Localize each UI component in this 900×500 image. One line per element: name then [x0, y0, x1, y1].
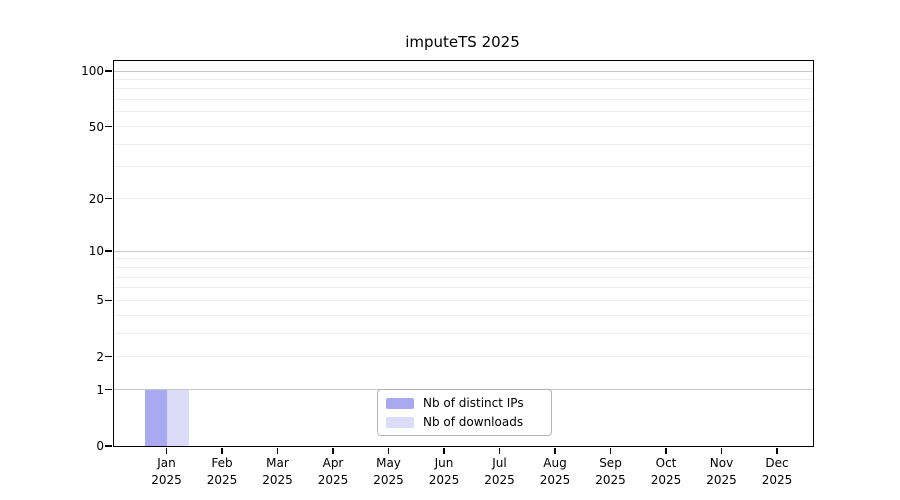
minor-gridline-9	[114, 258, 813, 260]
x-tick-year: 2025	[539, 473, 571, 487]
x-tick-label-jul: Jul 2025	[468, 455, 532, 489]
minor-gridline-7	[114, 276, 813, 278]
y-tick-100	[105, 70, 112, 72]
minor-gridline-2	[114, 356, 813, 358]
x-tick-label-jun: Jun 2025	[412, 455, 476, 489]
bar-distinct-ips-jan	[144, 389, 167, 446]
y-tick-label-0: 0	[96, 439, 104, 453]
x-tick-month: Aug	[543, 456, 567, 470]
x-tick-month: Dec	[765, 456, 789, 470]
x-tick-sep	[609, 447, 612, 454]
y-tick-label-50: 50	[88, 119, 104, 134]
x-tick-year: 2025	[706, 473, 737, 487]
x-tick-jul	[498, 447, 501, 454]
minor-gridline-8	[114, 266, 813, 268]
y-tick-10	[105, 250, 112, 252]
minor-gridline-80	[114, 88, 813, 90]
x-tick-label-aug: Aug 2025	[523, 455, 587, 489]
y-tick-20	[105, 197, 112, 200]
chart-title: imputeTS 2025	[405, 33, 520, 51]
x-tick-label-jan: Jan 2025	[135, 455, 199, 489]
x-tick-label-oct: Oct 2025	[634, 455, 698, 489]
y-tick-label-1: 1	[96, 382, 104, 397]
x-tick-label-apr: Apr 2025	[301, 455, 365, 489]
y-tick-2	[105, 355, 112, 358]
x-tick-year: 2025	[761, 473, 793, 487]
legend-swatch-downloads	[386, 416, 414, 428]
x-tick-year: 2025	[317, 473, 349, 487]
y-tick-0	[105, 445, 112, 447]
plot-area: 100 50 20 10 5 2 1 0 Jan 2025 Feb 2025 Mar 2025 Apr 202…	[81, 60, 814, 487]
x-tick-year: 2025	[650, 473, 682, 487]
bar-downloads-jan	[166, 389, 189, 446]
minor-gridline-6	[114, 287, 813, 289]
x-tick-may	[387, 447, 390, 454]
x-tick-year: 2025	[373, 473, 404, 487]
x-tick-mar	[276, 447, 279, 454]
x-tick-jan	[165, 447, 168, 454]
minor-gridline-40	[114, 143, 813, 145]
x-tick-label-sep: Sep 2025	[579, 455, 643, 489]
minor-gridline-70	[114, 99, 813, 101]
minor-gridline-90	[114, 78, 813, 80]
x-tick-month: Jul	[492, 456, 507, 470]
legend-label-downloads: Nb of downloads	[423, 415, 524, 429]
minor-gridline-5	[114, 299, 813, 301]
legend-entry-distinct-ips: Nb of distinct IPs	[386, 396, 542, 410]
minor-gridline-4	[114, 314, 813, 316]
x-tick-month: Sep	[599, 456, 622, 470]
y-tick-label-100: 100	[81, 64, 104, 78]
x-tick-month: Oct	[655, 456, 677, 470]
x-tick-jun	[443, 447, 445, 454]
x-tick-year: 2025	[428, 473, 460, 487]
y-tick-50	[105, 125, 112, 128]
x-tick-year: 2025	[484, 473, 515, 487]
x-tick-label-feb: Feb 2025	[190, 455, 254, 489]
x-tick-year: 2025	[595, 473, 626, 487]
minor-gridline-50	[114, 126, 813, 128]
x-tick-month: May	[376, 456, 401, 470]
x-tick-month: Feb	[211, 456, 233, 470]
minor-gridline-3	[114, 332, 813, 334]
x-tick-month: Jan	[157, 456, 176, 470]
x-tick-month: Nov	[709, 456, 734, 470]
y-tick-1	[105, 388, 112, 391]
major-gridline-10	[114, 250, 813, 252]
y-tick-label-10: 10	[88, 244, 104, 259]
x-tick-label-may: May 2025	[357, 455, 421, 489]
x-tick-year: 2025	[206, 473, 238, 487]
legend-entry-downloads: Nb of downloads	[386, 415, 542, 429]
legend: Nb of distinct IPs Nb of downloads	[377, 389, 552, 436]
x-tick-aug	[554, 447, 556, 454]
y-tick-5	[105, 299, 112, 302]
y-tick-label-2: 2	[96, 349, 104, 364]
x-tick-label-dec: Dec 2025	[745, 455, 809, 489]
x-tick-dec	[776, 447, 778, 454]
x-tick-year: 2025	[151, 473, 182, 487]
x-tick-nov	[720, 447, 723, 454]
y-tick-label-20: 20	[88, 191, 104, 206]
major-gridline-100	[114, 70, 813, 72]
legend-swatch-distinct-ips	[386, 397, 414, 409]
x-tick-feb	[221, 447, 223, 454]
minor-gridline-60	[114, 111, 813, 113]
x-tick-label-nov: Nov 2025	[690, 455, 754, 489]
x-tick-year: 2025	[262, 473, 293, 487]
x-tick-oct	[665, 447, 667, 454]
x-tick-month: Mar	[266, 456, 289, 470]
minor-gridline-30	[114, 166, 813, 168]
x-tick-month: Apr	[322, 456, 344, 470]
y-tick-label-5: 5	[96, 293, 104, 308]
legend-label-distinct-ips: Nb of distinct IPs	[423, 396, 524, 410]
minor-gridline-20	[114, 198, 813, 200]
x-tick-month: Jun	[434, 456, 454, 470]
x-tick-label-mar: Mar 2025	[246, 455, 310, 489]
x-tick-apr	[332, 447, 334, 454]
